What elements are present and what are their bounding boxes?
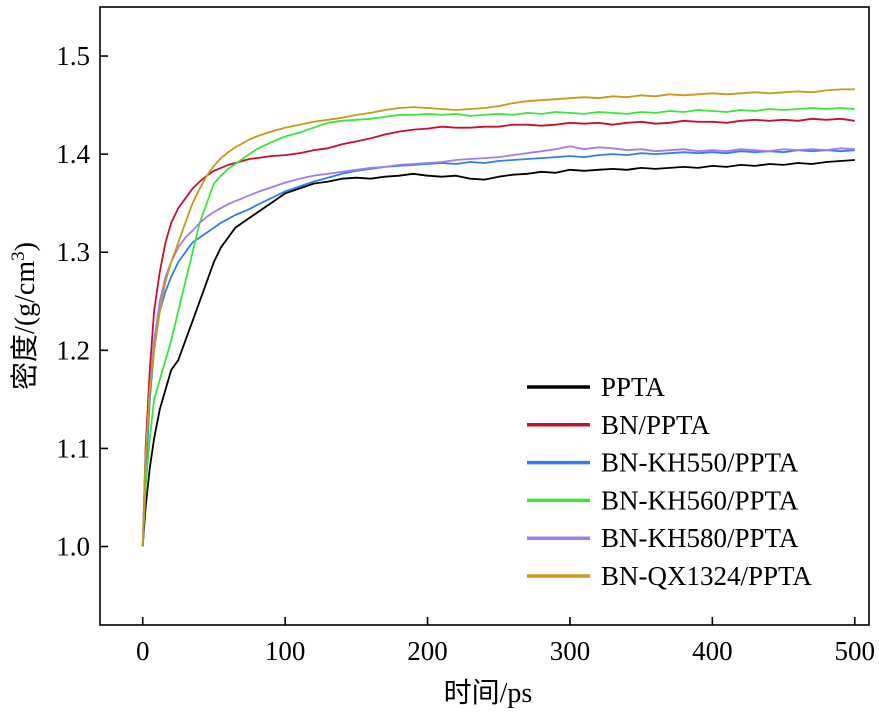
y-tick-label: 1.1 xyxy=(56,433,90,463)
plot-frame xyxy=(99,6,870,626)
x-tick-label: 300 xyxy=(550,636,591,666)
legend-label: BN-KH560/PPTA xyxy=(601,485,799,515)
y-axis-title: 密度/(g/cm3) xyxy=(8,242,41,390)
y-tick-label: 1.4 xyxy=(56,139,90,169)
legend-label: BN-QX1324/PPTA xyxy=(601,561,812,591)
y-axis-title-superscript: 3 xyxy=(8,251,29,261)
series-line-2 xyxy=(141,117,855,547)
y-axis-title-close: ) xyxy=(10,242,41,251)
series-layer xyxy=(141,88,855,547)
x-axis-title: 时间/ps xyxy=(444,677,533,709)
x-tick-label: 500 xyxy=(835,636,876,666)
legend: PPTA BN/PPTA BN-KH550/PPTA BN-KH560/PPTA BN-… xyxy=(527,372,812,591)
series-line-3 xyxy=(141,149,855,547)
legend-label: PPTA xyxy=(601,372,665,402)
legend-label: BN-KH550/PPTA xyxy=(601,448,799,478)
y-axis-title-main: 密度/(g/cm xyxy=(9,261,41,390)
series-line-4 xyxy=(141,107,855,547)
legend-label: BN/PPTA xyxy=(601,410,710,440)
series-line-6 xyxy=(141,88,855,547)
ticks-layer: 0 100 200 300 400 500 1.0 1.1 1.2 1.3 1.4 1.5 xyxy=(56,41,875,666)
legend-label: BN-KH580/PPTA xyxy=(601,523,799,553)
y-tick-label: 1.5 xyxy=(56,41,90,71)
y-tick-label: 1.0 xyxy=(56,532,90,562)
y-tick-label: 1.3 xyxy=(56,237,90,267)
x-tick-label: 200 xyxy=(407,636,448,666)
series-line-1 xyxy=(141,159,855,547)
x-tick-label: 0 xyxy=(136,636,150,666)
x-tick-label: 400 xyxy=(692,636,733,666)
x-tick-label: 100 xyxy=(265,636,306,666)
y-tick-label: 1.2 xyxy=(56,335,90,365)
series-line-5 xyxy=(141,145,855,547)
